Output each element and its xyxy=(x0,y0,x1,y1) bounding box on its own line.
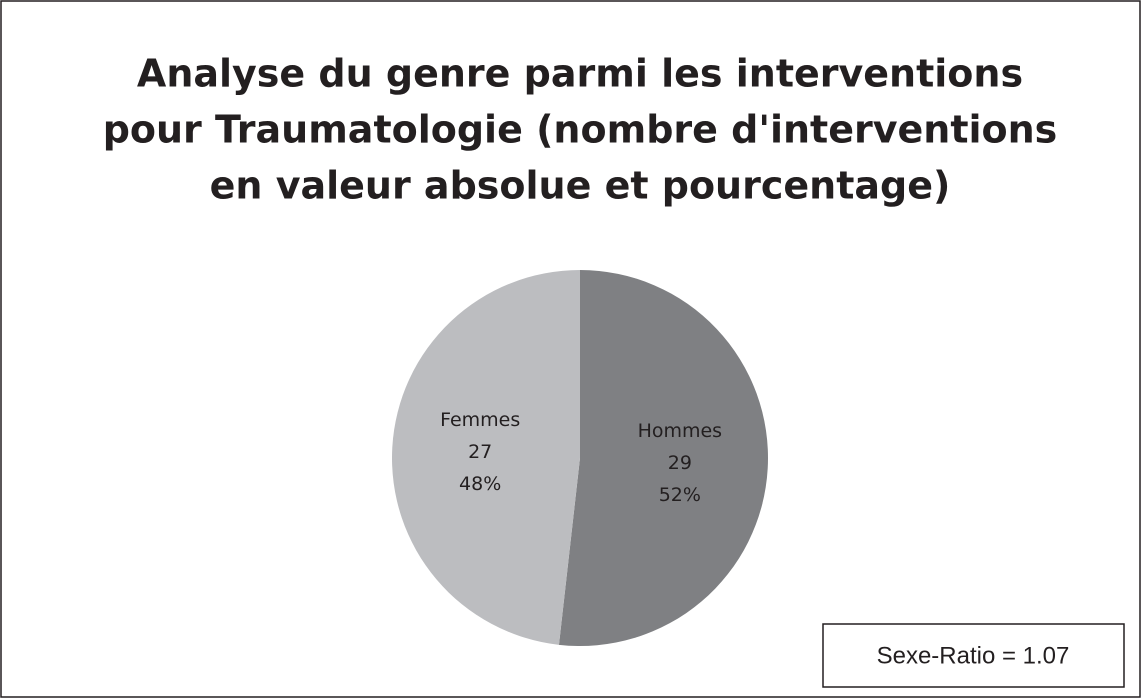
slice-label: 27 xyxy=(468,441,492,463)
annotation-box xyxy=(822,623,1125,688)
slice-label: 48% xyxy=(459,473,501,495)
slice-label: Femmes xyxy=(440,409,520,431)
slice-label: Hommes xyxy=(638,420,723,442)
pie-slice xyxy=(558,270,769,646)
pie-slice xyxy=(392,270,580,645)
chart-title: pour Traumatologie (nombre d'interventio… xyxy=(103,108,1058,152)
annotation: Sexe-Ratio = 1.07 xyxy=(877,642,1070,669)
slice-label: 52% xyxy=(659,484,701,506)
slice-label: 29 xyxy=(668,452,692,474)
chart-title: en valeur absolue et pourcentage) xyxy=(210,164,951,208)
chart-title: Analyse du genre parmi les interventions xyxy=(137,52,1023,96)
